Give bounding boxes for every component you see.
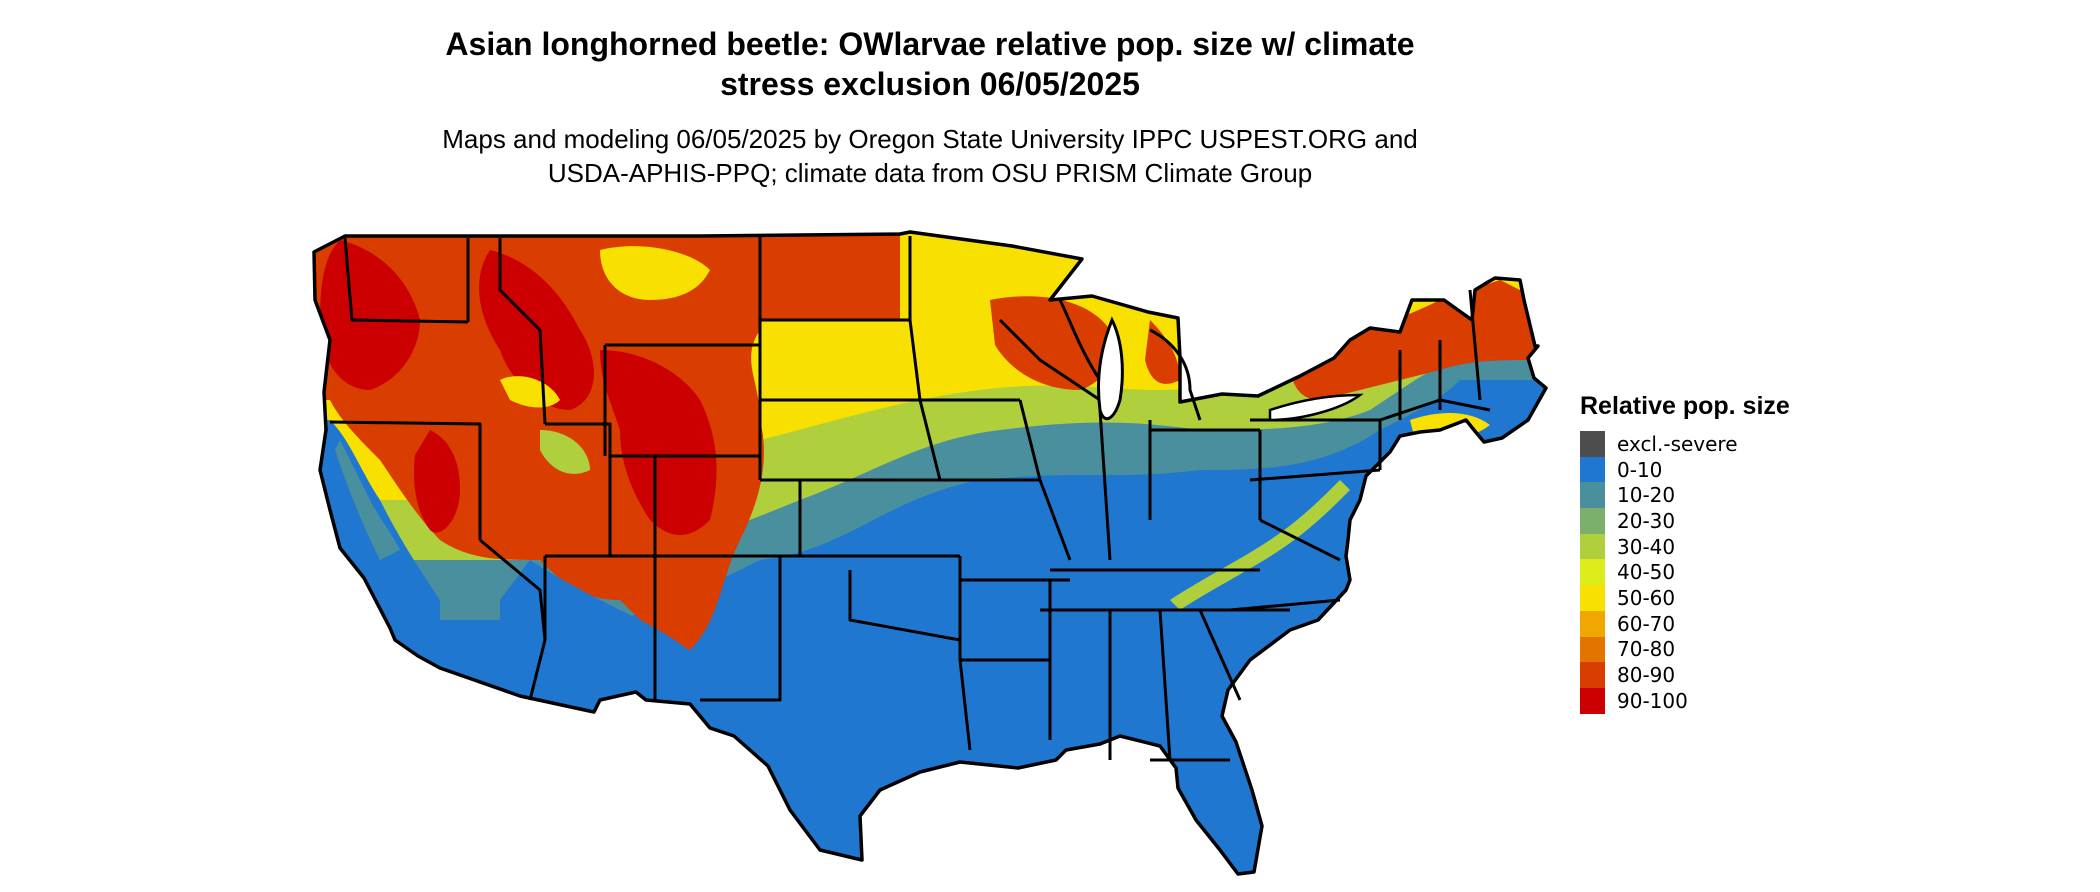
legend-label: 80-90: [1617, 663, 1676, 688]
legend-swatch: [1580, 662, 1605, 688]
nevada-red-region: [413, 430, 460, 533]
idaho-utah-wyoming-border: [545, 422, 655, 458]
michigan-orange-red: [1145, 320, 1180, 384]
legend-item: 80-90: [1580, 662, 1790, 688]
washington-oregon-border: [343, 237, 469, 324]
legend-item: 30-40: [1580, 533, 1790, 560]
map-subtitle-line-1: Maps and modeling 06/05/2025 by Oregon S…: [442, 124, 1418, 154]
legend-label: 60-70: [1617, 611, 1676, 636]
legend-swatch: [1580, 687, 1605, 714]
legend-swatch: [1580, 636, 1605, 663]
wisconsin-orange-red: [990, 296, 1114, 390]
legend-title: Relative pop. size: [1580, 392, 1790, 420]
legend-label: 50-60: [1617, 585, 1676, 610]
idaho-red-region: [479, 250, 594, 410]
legend-swatch: [1580, 585, 1605, 611]
legend-item: 20-30: [1580, 508, 1790, 534]
montana-yellow-patch: [600, 246, 710, 300]
legend-label: 90-100: [1617, 688, 1688, 713]
northeast-orange-red: [1290, 280, 1540, 400]
california-teal-strip: [335, 440, 400, 560]
iowa-illinois-border: [1018, 399, 1072, 561]
north-dakota-orange-red: [760, 232, 900, 320]
legend-label: excl.-severe: [1617, 431, 1738, 456]
legend-item: 40-50: [1580, 559, 1790, 586]
map-title-line-2: stress exclusion 06/05/2025: [720, 66, 1140, 102]
legend-swatch: [1580, 610, 1605, 637]
alabama-georgia-border: [1158, 609, 1172, 761]
legend-item: 10-20: [1580, 482, 1790, 509]
state-borders: [329, 236, 1491, 762]
oregon-red-region: [320, 240, 420, 390]
legend-label: 10-20: [1617, 483, 1676, 508]
legend-item: 60-70: [1580, 610, 1790, 637]
west-virginia-virginia-border: [1259, 518, 1341, 562]
lake-erie: [1268, 393, 1364, 422]
legend-label: 40-50: [1617, 560, 1676, 585]
map-title-line-1: Asian longhorned beetle: OWlarvae relati…: [445, 26, 1415, 62]
idaho-montana-border: [498, 238, 547, 425]
legend-swatch: [1580, 533, 1605, 560]
oregon-california-nevada-border: [329, 420, 482, 540]
wisconsin-border: [998, 318, 1101, 402]
legend-item: 70-80: [1580, 636, 1790, 663]
new-mexico-texas-border: [700, 556, 782, 702]
north-carolina-border: [1229, 598, 1341, 612]
legend-label: 70-80: [1617, 637, 1676, 662]
legend: Relative pop. size excl.-severe 0-10 10-20…: [1580, 392, 1790, 714]
legend-swatch: [1580, 456, 1605, 483]
nevada-california-border: [479, 538, 547, 641]
pennsylvania-south-border: [1249, 468, 1381, 482]
map-title: Asian longhorned beetle: OWlarvae relati…: [340, 24, 1520, 104]
legend-label: 20-30: [1617, 508, 1676, 533]
map-subtitle-line-2: USDA-APHIS-PPQ; climate data from OSU PR…: [547, 158, 1313, 188]
louisiana-texas-border: [958, 659, 972, 751]
legend-label: 30-40: [1617, 534, 1676, 559]
map-subtitle: Maps and modeling 06/05/2025 by Oregon S…: [340, 122, 1520, 190]
illinois-indiana-border: [1098, 409, 1112, 561]
legend-item: 50-60: [1580, 585, 1790, 611]
appalachian-green-strip: [1170, 480, 1350, 610]
legend-item: 90-100: [1580, 687, 1790, 714]
lake-michigan: [1097, 316, 1124, 421]
utah-green-patch: [540, 430, 590, 474]
legend-swatch: [1580, 508, 1605, 534]
oklahoma-texas-border: [848, 570, 961, 642]
colorado-red-region: [600, 350, 717, 535]
legend-label: 0-10: [1617, 457, 1663, 482]
legend-items: excl.-severe 0-10 10-20 20-30 30-40 40-50 50-6…: [1580, 431, 1790, 714]
legend-item: excl.-severe: [1580, 431, 1790, 457]
legend-swatch: [1580, 559, 1605, 586]
legend-item: 0-10: [1580, 456, 1790, 483]
legend-swatch: [1580, 482, 1605, 509]
minnesota-dakotas-border: [908, 236, 942, 481]
legend-swatch: [1580, 431, 1605, 457]
arizona-nevada-border: [528, 556, 547, 701]
